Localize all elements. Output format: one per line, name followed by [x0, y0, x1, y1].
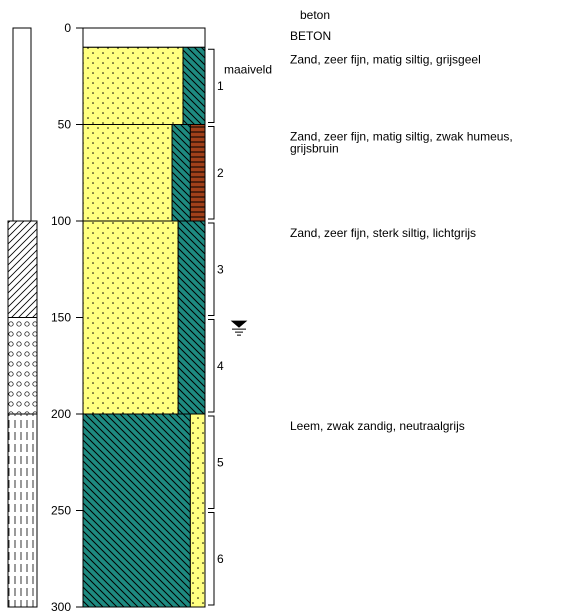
sample-bracket [208, 416, 214, 509]
sample-label: 3 [217, 262, 224, 276]
layer-part [178, 221, 205, 414]
sample-label: 6 [217, 552, 224, 566]
sample-label: 1 [217, 79, 224, 93]
layer-description: Leem, zwak zandig, neutraalgrijs [290, 419, 465, 433]
layer-part [190, 125, 205, 222]
tick-label: 0 [64, 21, 71, 35]
well-segment [8, 414, 37, 607]
layer-description: Zand, zeer fijn, matig siltig, grijsgeel [290, 52, 481, 66]
tick-label: 250 [51, 504, 71, 518]
layer-part [183, 47, 205, 124]
layer-part [83, 47, 183, 124]
well-segment [13, 28, 31, 221]
layer-description: Zand, zeer fijn, sterk siltig, lichtgrij… [290, 226, 476, 240]
surface-label: maaiveld [224, 62, 272, 76]
header-label: beton [300, 8, 330, 22]
sample-bracket [208, 127, 214, 220]
sample-bracket [208, 320, 214, 413]
sample-bracket [208, 49, 214, 122]
borehole-log: beton 0 50 100 150 200 250 300 BETON Zand, zeer … [0, 0, 566, 613]
tick-label: 300 [51, 600, 71, 613]
tick-label: 200 [51, 407, 71, 421]
tick-label: 150 [51, 311, 71, 325]
sample-bracket [208, 513, 214, 606]
sample-bracket [208, 223, 214, 316]
layer-part [83, 125, 172, 222]
layer-description: grijsbruin [290, 142, 339, 156]
layer-part [83, 28, 205, 47]
tick-label: 50 [58, 118, 72, 132]
layer-part [83, 221, 178, 414]
layer-part [83, 414, 190, 607]
layer-description: BETON [290, 29, 331, 43]
well-segment [8, 318, 37, 415]
well-segment [8, 221, 37, 318]
tick-label: 100 [51, 214, 71, 228]
sample-label: 4 [217, 359, 224, 373]
layer-part [190, 414, 205, 607]
sample-label: 2 [217, 166, 224, 180]
layer-part [172, 125, 190, 222]
sample-label: 5 [217, 455, 224, 469]
water-level [232, 321, 246, 335]
